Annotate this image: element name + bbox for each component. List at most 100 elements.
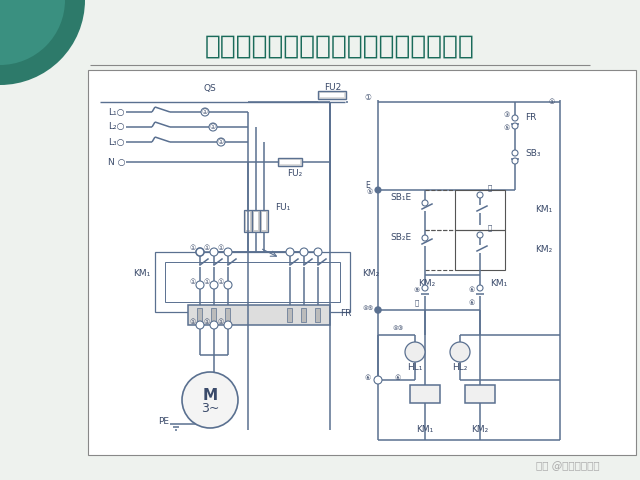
- Circle shape: [422, 200, 428, 206]
- Text: HL₁: HL₁: [407, 362, 422, 372]
- Circle shape: [374, 376, 382, 384]
- Text: ①: ①: [218, 319, 224, 325]
- Text: FR: FR: [340, 309, 351, 317]
- Text: FU2: FU2: [324, 84, 342, 93]
- Text: KM₁: KM₁: [490, 278, 508, 288]
- Bar: [301, 308, 306, 322]
- Bar: [188, 305, 330, 325]
- Text: KM₁: KM₁: [132, 268, 150, 277]
- Text: ⑤: ⑤: [504, 125, 510, 131]
- Text: ①: ①: [218, 139, 224, 145]
- Text: FU₁: FU₁: [275, 204, 291, 213]
- Text: KM₂: KM₂: [418, 278, 435, 288]
- Circle shape: [224, 281, 232, 289]
- Text: FR: FR: [525, 113, 536, 122]
- Circle shape: [286, 248, 294, 256]
- Text: ①: ①: [218, 245, 224, 251]
- Circle shape: [512, 123, 518, 129]
- Bar: [197, 308, 202, 322]
- Bar: [278, 158, 302, 166]
- Bar: [211, 308, 216, 322]
- Text: ⑪: ⑪: [415, 300, 419, 306]
- Text: HL₂: HL₂: [452, 362, 468, 372]
- Circle shape: [210, 248, 218, 256]
- Text: KM₂: KM₂: [535, 245, 552, 254]
- Text: L₃○: L₃○: [108, 137, 125, 146]
- Circle shape: [182, 372, 238, 428]
- Text: ⑨: ⑨: [414, 287, 420, 293]
- Text: ④③: ④③: [392, 325, 404, 331]
- Circle shape: [196, 248, 204, 256]
- Bar: [280, 160, 300, 164]
- Bar: [246, 212, 250, 230]
- Bar: [410, 385, 440, 403]
- Circle shape: [375, 307, 381, 313]
- Text: QS: QS: [204, 84, 216, 93]
- Circle shape: [201, 108, 209, 116]
- Text: ⑥: ⑥: [395, 375, 401, 381]
- Circle shape: [224, 248, 232, 256]
- Circle shape: [477, 232, 483, 238]
- Text: SB₃: SB₃: [525, 148, 541, 157]
- Text: ⑬: ⑬: [488, 185, 492, 192]
- Text: E: E: [365, 181, 371, 191]
- Circle shape: [300, 248, 308, 256]
- Text: KM₁: KM₁: [535, 205, 552, 215]
- Text: PE: PE: [158, 418, 169, 427]
- Circle shape: [477, 285, 483, 291]
- Bar: [88, 70, 636, 455]
- Text: ①: ①: [190, 245, 196, 251]
- Text: ①: ①: [210, 124, 216, 130]
- Text: ③: ③: [504, 112, 510, 118]
- Bar: [455, 190, 505, 230]
- Bar: [252, 210, 260, 232]
- Bar: [254, 212, 258, 230]
- Circle shape: [210, 321, 218, 329]
- Circle shape: [0, 0, 65, 65]
- Text: KM₁: KM₁: [417, 425, 434, 434]
- Circle shape: [196, 281, 204, 289]
- Bar: [315, 308, 320, 322]
- Text: ①: ①: [204, 245, 210, 251]
- Circle shape: [224, 321, 232, 329]
- Text: ①: ①: [218, 279, 224, 285]
- Text: ⑤: ⑤: [367, 189, 373, 195]
- Bar: [260, 210, 268, 232]
- Text: SB₁E: SB₁E: [390, 192, 411, 202]
- Text: ①: ①: [204, 319, 210, 325]
- Text: M: M: [202, 387, 218, 403]
- Text: SB₂E: SB₂E: [390, 232, 411, 241]
- Circle shape: [210, 281, 218, 289]
- Text: ④⑤: ④⑤: [362, 305, 374, 311]
- Circle shape: [405, 342, 425, 362]
- Circle shape: [512, 150, 518, 156]
- Text: ①: ①: [549, 99, 555, 105]
- Text: KM₂: KM₂: [362, 268, 380, 277]
- Circle shape: [196, 321, 204, 329]
- Bar: [165, 262, 340, 302]
- Text: KM₂: KM₂: [472, 425, 488, 434]
- Circle shape: [196, 248, 204, 256]
- Bar: [262, 212, 266, 230]
- Circle shape: [477, 192, 483, 198]
- Text: ①: ①: [190, 319, 196, 325]
- Circle shape: [512, 158, 518, 164]
- Circle shape: [422, 235, 428, 241]
- Circle shape: [422, 285, 428, 291]
- Bar: [455, 230, 505, 270]
- Bar: [465, 385, 495, 403]
- Circle shape: [0, 0, 85, 85]
- Circle shape: [375, 187, 381, 193]
- Text: N ○: N ○: [108, 157, 125, 167]
- Text: 接触器和按钮双重联锁正反转控制线路: 接触器和按钮双重联锁正反转控制线路: [205, 34, 475, 60]
- Text: ①: ①: [190, 279, 196, 285]
- Circle shape: [512, 115, 518, 121]
- Circle shape: [314, 248, 322, 256]
- Circle shape: [217, 138, 225, 146]
- Text: 3~: 3~: [201, 401, 219, 415]
- Text: ①: ①: [365, 94, 371, 103]
- Text: L₁○: L₁○: [108, 108, 125, 117]
- Circle shape: [209, 123, 217, 131]
- Bar: [287, 308, 292, 322]
- Text: ⑥: ⑥: [469, 287, 475, 293]
